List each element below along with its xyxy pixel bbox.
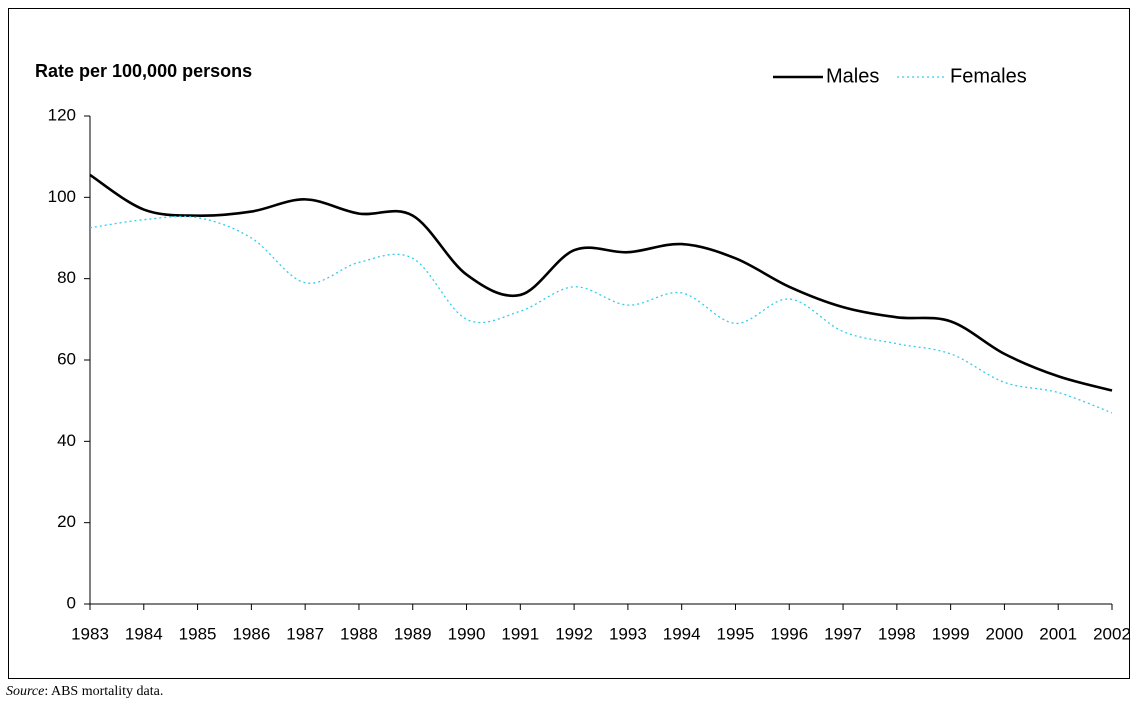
source-note: Source: ABS mortality data. [6, 684, 163, 699]
x-tick-label: 1986 [232, 624, 270, 643]
y-tick-label: 40 [57, 431, 76, 450]
y-tick-label: 120 [48, 105, 76, 124]
y-tick-label: 20 [57, 512, 76, 531]
x-tick-label: 1983 [71, 624, 109, 643]
x-tick-label: 1995 [717, 624, 755, 643]
series-line [89, 215, 1113, 414]
x-tick-label: 1991 [501, 624, 539, 643]
x-tick-label: 1996 [770, 624, 808, 643]
chart-border [8, 8, 1130, 679]
legend-label: Males [826, 65, 879, 87]
axis-title: Rate per 100,000 persons [35, 61, 252, 81]
x-tick-label: 1997 [824, 624, 862, 643]
x-tick-label: 2000 [986, 624, 1024, 643]
x-tick-label: 1994 [663, 624, 701, 643]
x-tick-label: 1993 [609, 624, 647, 643]
y-tick-label: 80 [57, 268, 76, 287]
series-line [89, 173, 1113, 392]
x-tick-label: 1984 [125, 624, 163, 643]
x-tick-label: 1988 [340, 624, 378, 643]
x-tick-label: 1990 [448, 624, 486, 643]
y-tick-label: 100 [48, 187, 76, 206]
y-tick-label: 0 [67, 593, 76, 612]
x-tick-label: 2002 [1093, 624, 1131, 643]
legend-label: Females [950, 65, 1027, 87]
source-text: : ABS mortality data. [44, 684, 163, 699]
x-tick-label: 1998 [878, 624, 916, 643]
x-tick-label: 1992 [555, 624, 593, 643]
x-tick-label: 1987 [286, 624, 324, 643]
x-tick-label: 1985 [179, 624, 217, 643]
x-tick-label: 1989 [394, 624, 432, 643]
x-tick-label: 1999 [932, 624, 970, 643]
x-tick-label: 2001 [1039, 624, 1077, 643]
source-label: Source [6, 684, 44, 699]
y-tick-label: 60 [57, 349, 76, 368]
